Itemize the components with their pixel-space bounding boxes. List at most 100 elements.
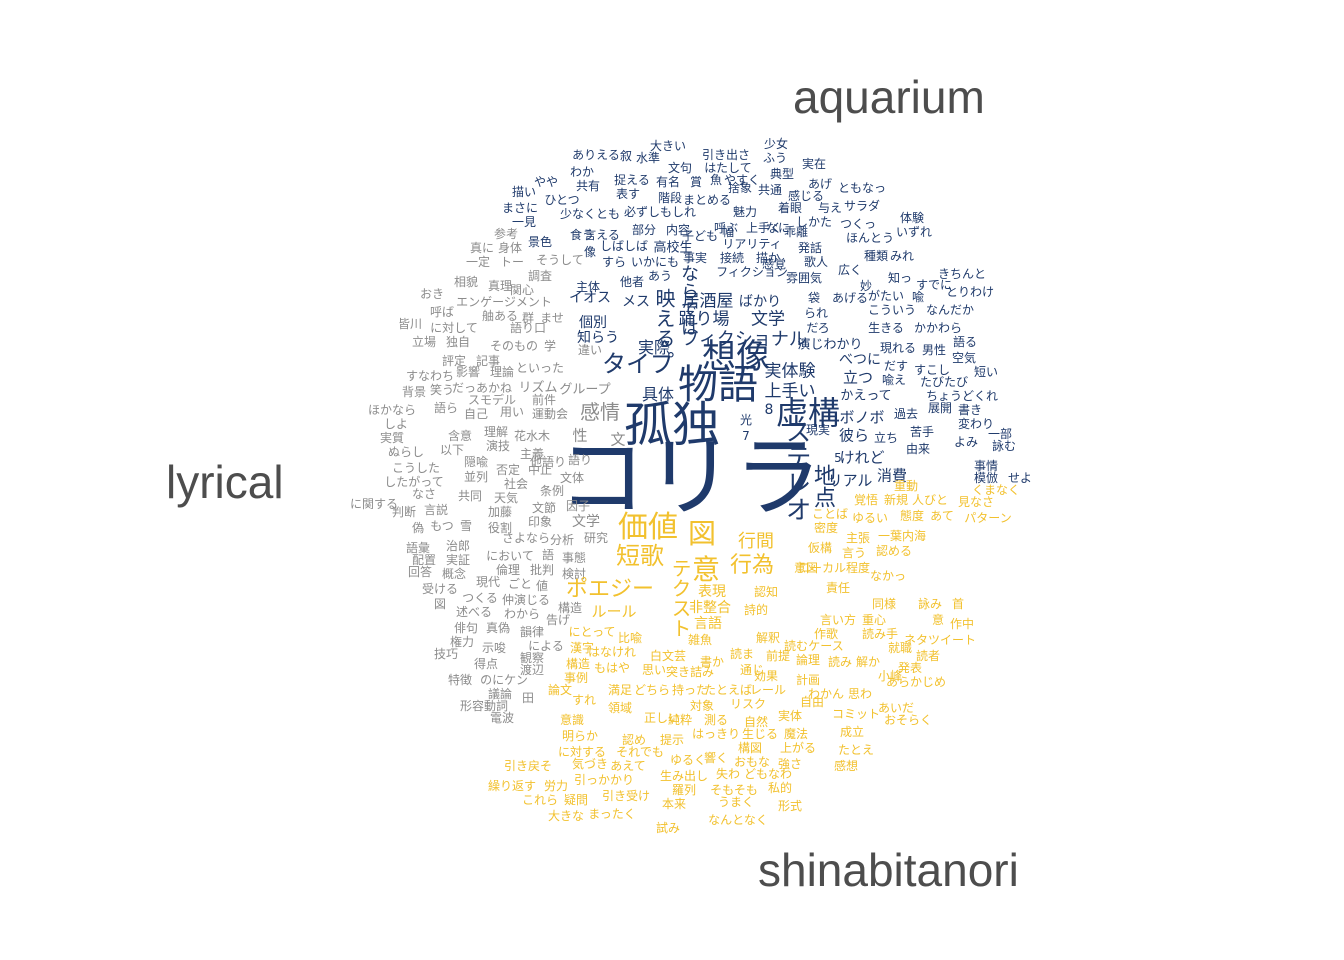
cloud-word: 想像 bbox=[702, 337, 770, 377]
cloud-word: 文句 bbox=[667, 161, 693, 175]
cloud-word: 有名 bbox=[655, 175, 681, 189]
cloud-word: すれ bbox=[571, 693, 597, 707]
cloud-word: 記事 bbox=[475, 354, 501, 368]
group-label-shinabitanori: shinabitanori bbox=[758, 844, 1019, 896]
cloud-word: 否定 bbox=[495, 463, 521, 477]
cloud-word: 満足 bbox=[607, 683, 633, 697]
cloud-word: みれ bbox=[889, 249, 915, 263]
cloud-word: 読み bbox=[827, 655, 853, 669]
cloud-word: 告げ bbox=[545, 613, 571, 627]
cloud-word: 配置 bbox=[411, 553, 437, 567]
cloud-word: 模倣 bbox=[973, 471, 999, 485]
cloud-word: まさに bbox=[501, 201, 539, 215]
cloud-word: 必ずしもしれ bbox=[623, 205, 697, 219]
cloud-word: せよ bbox=[1007, 471, 1033, 485]
cloud-word: 主義 bbox=[519, 447, 545, 461]
cloud-word: おき bbox=[419, 287, 445, 301]
cloud-word: 現代 bbox=[475, 575, 501, 589]
cloud-word: もつ bbox=[430, 519, 454, 533]
cloud-word: 用い bbox=[499, 405, 525, 419]
cloud-word: すこし bbox=[913, 363, 951, 377]
cloud-word: 表現 bbox=[698, 584, 726, 600]
cloud-word: 子ども bbox=[681, 229, 719, 243]
cloud-word: 本来 bbox=[661, 797, 687, 811]
cloud-word: られ bbox=[803, 306, 829, 320]
cloud-word: ふう bbox=[762, 151, 788, 165]
cloud-word: ほんとう bbox=[845, 231, 895, 245]
cloud-word: 読ま bbox=[729, 647, 755, 661]
cloud-word: 田 bbox=[521, 691, 535, 705]
cloud-word: ともなっ bbox=[837, 181, 887, 195]
cloud-word: において bbox=[486, 549, 534, 563]
cloud-word: わから bbox=[503, 607, 541, 621]
cloud-word: 虚構 bbox=[775, 394, 841, 432]
cloud-word: 乖離 bbox=[783, 225, 809, 239]
cloud-word: 生み出し bbox=[659, 769, 709, 783]
cloud-word: 述べる bbox=[455, 605, 493, 619]
cloud-word: やすく bbox=[723, 173, 761, 187]
cloud-word: どちら bbox=[633, 683, 671, 697]
cloud-word: 構造 bbox=[565, 657, 591, 671]
cloud-word: 展開 bbox=[927, 401, 953, 415]
cloud-word: 語り口 bbox=[509, 321, 547, 335]
cloud-word: エンゲージメント bbox=[456, 295, 552, 309]
cloud-word: 韻律 bbox=[519, 625, 545, 639]
cloud-word: 皆川 bbox=[397, 317, 423, 331]
cloud-word: 人びと bbox=[911, 493, 949, 507]
cloud-word: メス bbox=[622, 294, 650, 310]
cloud-word: 広く bbox=[837, 263, 863, 277]
cloud-word: 就職 bbox=[887, 641, 913, 655]
cloud-word: 権力 bbox=[449, 635, 475, 649]
cloud-word: 文 bbox=[610, 430, 626, 449]
cloud-word: 群 bbox=[521, 311, 535, 325]
cloud-word: 気づき bbox=[571, 757, 609, 771]
cloud-word: わかん bbox=[807, 687, 845, 701]
cloud-word: 意図 bbox=[793, 561, 819, 575]
cloud-word: 社会 bbox=[503, 477, 529, 491]
cloud-word: 図 bbox=[433, 597, 447, 611]
cloud-word: 分析 bbox=[549, 533, 575, 547]
cloud-word: ゆるい bbox=[851, 511, 889, 525]
cloud-word: 典型 bbox=[769, 167, 795, 181]
cloud-word: 通じ bbox=[739, 663, 765, 677]
cloud-word: 思わ bbox=[847, 687, 873, 701]
cloud-word: 研究 bbox=[583, 531, 609, 545]
group-label-lyrical: lyrical bbox=[166, 456, 284, 508]
cloud-word: 影響 bbox=[455, 365, 481, 379]
cloud-word: 大きな bbox=[547, 809, 585, 823]
cloud-word: 苦手 bbox=[909, 425, 935, 439]
cloud-word: 引っかかり bbox=[573, 773, 635, 787]
cloud-word: 解か bbox=[855, 655, 881, 669]
cloud-word: 構図 bbox=[737, 741, 763, 755]
cloud-word: 雑魚 bbox=[687, 633, 713, 647]
cloud-word: おそらく bbox=[883, 713, 933, 727]
cloud-word: 評定 bbox=[441, 354, 467, 368]
cloud-word: 事実 bbox=[682, 251, 708, 265]
cloud-word: 得点 bbox=[473, 657, 499, 671]
cloud-word: 発話 bbox=[797, 241, 823, 255]
cloud-word: 短い bbox=[973, 365, 999, 379]
cloud-word: 程度 bbox=[845, 561, 871, 575]
cloud-word: サラダ bbox=[843, 199, 881, 213]
cloud-word: つくっ bbox=[839, 217, 877, 231]
cloud-word: 技巧 bbox=[433, 647, 459, 661]
cloud-word: 内容 bbox=[665, 223, 691, 237]
cloud-word: 概念 bbox=[441, 567, 467, 581]
cloud-word: べつに bbox=[839, 352, 881, 368]
cloud-word: 魚 bbox=[709, 173, 723, 187]
cloud-word: 発表 bbox=[897, 661, 923, 675]
cloud-word: ありえる bbox=[572, 148, 620, 162]
cloud-word: コリラ bbox=[557, 426, 823, 529]
cloud-word: こういう bbox=[867, 303, 917, 317]
cloud-word: 言い方 bbox=[819, 613, 857, 627]
cloud-word: 言う bbox=[841, 546, 867, 560]
cloud-word: 態度 bbox=[899, 509, 925, 523]
cloud-word: 偽 bbox=[411, 521, 425, 535]
cloud-word: 喩え bbox=[881, 373, 907, 387]
cloud-word: 立場 bbox=[411, 335, 437, 349]
cloud-word: 批判 bbox=[529, 563, 555, 577]
cloud-word: つくる bbox=[462, 591, 498, 605]
cloud-word: 一定 bbox=[465, 255, 491, 269]
cloud-word: なさ bbox=[411, 487, 437, 501]
